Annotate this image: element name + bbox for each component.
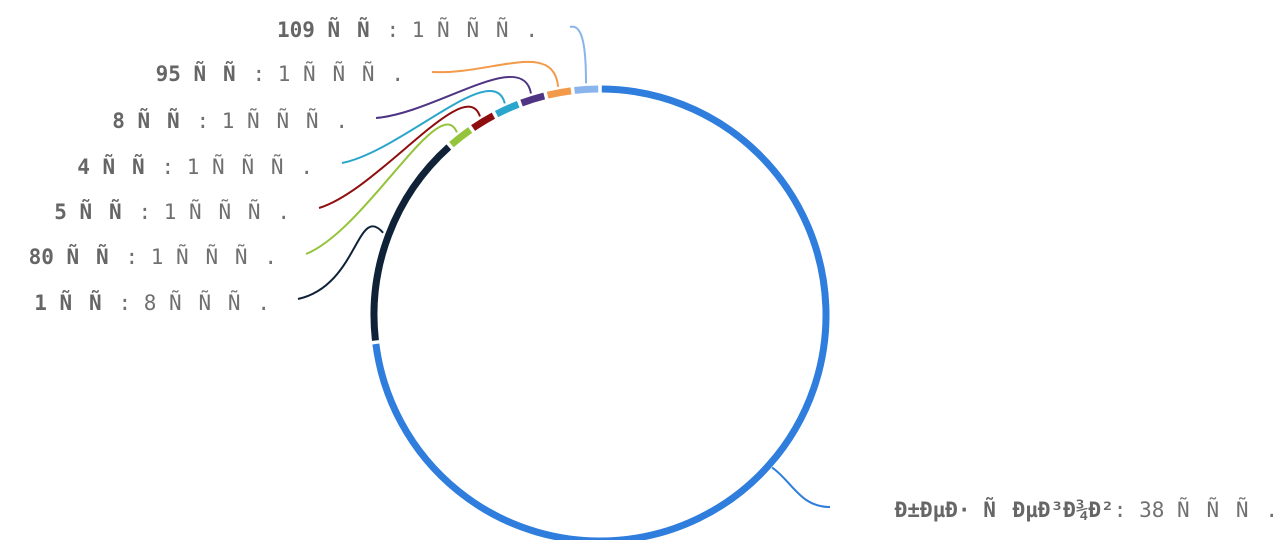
slice-label: 109 ÑÑ: 1 ÑÑÑ. [277, 16, 538, 42]
slice-label: 1 ÑÑ: 8 ÑÑÑ. [34, 289, 270, 315]
slice-label-separator: : [125, 245, 150, 269]
slice-label: 95 ÑÑ: 1 ÑÑÑ. [156, 60, 404, 86]
pie-slice [520, 92, 546, 107]
slice-label-value: 1 ÑÑÑ. [164, 198, 290, 224]
slice-label-value: 1 ÑÑÑ. [187, 153, 313, 179]
slice-label-separator: : [161, 155, 186, 179]
slice-label-separator: : [386, 18, 411, 42]
slice-label-separator: : [118, 291, 143, 315]
slice-label: 8 ÑÑ: 1 ÑÑÑ. [112, 107, 348, 133]
slice-label-separator: : [138, 200, 163, 224]
pie-slice [370, 144, 452, 341]
slice-label-name: 80 ÑÑ [29, 244, 126, 269]
leader-line [375, 75, 532, 119]
slice-label: 5 ÑÑ: 1 ÑÑÑ. [54, 198, 290, 224]
slice-label-value: 38 ÑÑÑ. [1139, 496, 1278, 522]
slice-label-value: 1 ÑÑÑ. [278, 60, 404, 86]
leader-line [305, 123, 458, 255]
pie-slice [494, 101, 520, 118]
pie-slices [370, 85, 830, 540]
slice-label-name: 109 ÑÑ [277, 17, 386, 42]
slice-label: Ð±ÐµÐ· ÑÐµÐ³Ð¾Ð²: 38 ÑÑÑ. [895, 496, 1278, 522]
slice-label-name: Ð±ÐµÐ· ÑÐµÐ³Ð¾Ð² [895, 497, 1114, 522]
pie-slice [546, 87, 572, 99]
slice-label-value: 1 ÑÑÑ. [412, 16, 538, 42]
leader-line [431, 60, 560, 87]
slice-label-name: 95 ÑÑ [156, 61, 253, 86]
slice-label-separator: : [196, 109, 221, 133]
slice-label-name: 1 ÑÑ [34, 290, 118, 315]
slice-label-value: 1 ÑÑÑ. [151, 243, 277, 269]
slice-label-value: 8 ÑÑÑ. [144, 289, 270, 315]
slice-label-name: 5 ÑÑ [54, 199, 138, 224]
pie-slice [471, 112, 496, 131]
leader-line [297, 225, 384, 300]
slice-label-name: 8 ÑÑ [112, 108, 196, 133]
pie-slice [574, 85, 599, 94]
leader-line [318, 106, 481, 209]
pie-slice [449, 127, 473, 148]
slice-label-separator: : [252, 62, 277, 86]
pie-slice [372, 85, 830, 540]
leader-line [771, 466, 831, 508]
slice-label: 4 ÑÑ: 1 ÑÑÑ. [77, 153, 313, 179]
slice-label-value: 1 ÑÑÑ. [222, 107, 348, 133]
slice-label-name: 4 ÑÑ [77, 154, 161, 179]
leader-line [341, 90, 506, 164]
leader-lines [297, 25, 831, 508]
leader-line [569, 25, 587, 84]
slice-labels: 109 ÑÑ: 1 ÑÑÑ.95 ÑÑ: 1 ÑÑÑ.8 Ñ… [29, 16, 1278, 522]
slice-label: 80 ÑÑ: 1 ÑÑÑ. [29, 243, 277, 269]
slice-label-separator: : [1114, 498, 1139, 522]
